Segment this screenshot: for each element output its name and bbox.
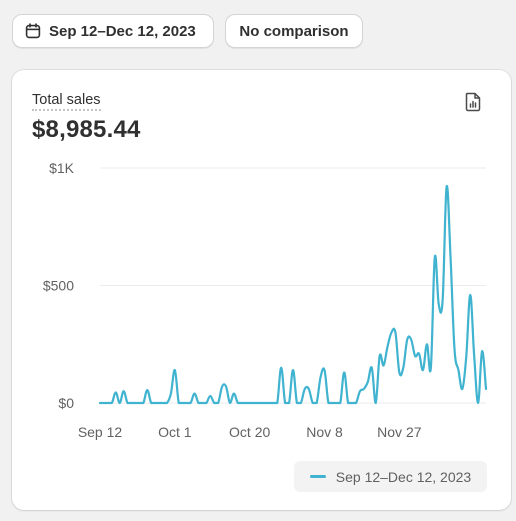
chart-grid	[100, 167, 486, 404]
y-tick-label: $0	[58, 395, 74, 411]
chart-series	[98, 185, 488, 405]
legend-swatch	[309, 475, 326, 478]
calendar-icon	[25, 23, 41, 39]
comparison-label: No comparison	[239, 22, 349, 40]
export-report-icon[interactable]	[464, 92, 482, 112]
chart-legend[interactable]: Sep 12–Dec 12, 2023	[294, 461, 487, 492]
x-tick-label: Oct 20	[229, 424, 270, 440]
date-range-button[interactable]: Sep 12–Dec 12, 2023	[12, 14, 214, 48]
y-axis-labels: $0 $500 $1K	[43, 160, 75, 411]
x-axis-labels: Sep 12 Oct 1 Oct 20 Nov 8 Nov 27	[78, 424, 422, 440]
x-tick-label: Oct 1	[158, 424, 192, 440]
x-tick-label: Nov 27	[377, 424, 422, 440]
sales-line-chart: $0 $500 $1K Sep 12 Oct 1 Oct 20 Nov 8 Nov 27	[43, 160, 488, 440]
legend-label: Sep 12–Dec 12, 2023	[335, 468, 472, 485]
series-line	[98, 185, 488, 405]
comparison-button[interactable]: No comparison	[225, 14, 363, 48]
date-range-label: Sep 12–Dec 12, 2023	[49, 22, 196, 40]
metric-label[interactable]: Total sales	[32, 92, 101, 111]
total-sales-card: Total sales $8,985.44 $0 $500 $1K Sep 12 Oc…	[12, 70, 511, 510]
x-tick-label: Sep 12	[78, 424, 123, 440]
y-tick-label: $500	[43, 278, 74, 294]
y-tick-label: $1K	[49, 160, 75, 176]
x-tick-label: Nov 8	[306, 424, 343, 440]
metric-value: $8,985.44	[32, 116, 141, 143]
